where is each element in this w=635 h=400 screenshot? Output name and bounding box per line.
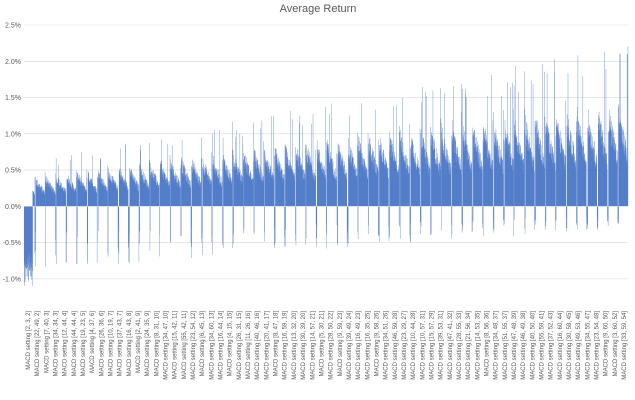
y-tick-label: -1.0% <box>3 276 21 283</box>
x-tick-label: MACD setting [40, 50, 40] <box>530 311 536 380</box>
x-tick-label: MACD setting [55, 42, 11] <box>182 311 188 380</box>
x-tick-label: MACD setting [8, 56, 36] <box>484 311 490 377</box>
x-tick-label: MACD setting [37, 43, 7] <box>118 311 124 377</box>
x-tick-label: MACD setting [44, 44, 4] <box>72 311 78 377</box>
x-tick-label: MACD setting [11, 26, 16] <box>246 311 252 380</box>
x-tick-label: MACD setting [28, 55, 33] <box>457 311 463 380</box>
x-tick-label: MACD setting [10, 44, 28] <box>411 311 417 380</box>
x-tick-label: MACD setting [47, 41, 32] <box>448 311 454 380</box>
x-tick-label: MACD setting [33, 59, 54] <box>622 311 628 380</box>
x-tick-label: MACD setting [4, 37, 6] <box>90 311 96 373</box>
chart-title: Average Return <box>280 3 357 15</box>
x-tick-label: MACD setting [13, 32, 20] <box>292 311 298 380</box>
x-tick-label: MACD setting [5, 30, 21] <box>319 311 325 377</box>
x-tick-label: MACD setting [8, 47, 18] <box>274 311 280 377</box>
x-tick-label: MACD setting [20, 41, 17] <box>264 311 270 380</box>
x-tick-label: MACD setting [55, 59, 41] <box>539 311 545 380</box>
x-tick-label: MACD setting [16, 44, 14] <box>219 311 225 380</box>
x-tick-label: MACD setting [49, 53, 46] <box>576 311 582 380</box>
x-tick-label: MACD setting [34, 47, 10] <box>164 311 170 380</box>
x-tick-label: MACD setting [37, 52, 43] <box>549 311 555 380</box>
x-tick-label: MACD setting [24, 35, 9] <box>145 311 151 377</box>
x-tick-label: MACD setting [14, 53, 35] <box>475 311 481 380</box>
x-tick-label: MACD setting [22, 49, 2] <box>35 311 41 377</box>
bars <box>24 46 629 287</box>
y-axis-tick-labels: -1.0% -0.5% 0.0% 0.5% 1.0% 1.5% 2.0% 2.5% <box>3 23 21 284</box>
y-tick-label: 2.5% <box>5 23 21 30</box>
y-tick-label: 1.0% <box>5 131 21 138</box>
x-tick-label: MACD setting [28, 50, 22] <box>329 311 335 380</box>
x-tick-label: MACD setting [51, 55, 37] <box>503 311 509 380</box>
x-tick-label: MACD setting [40, 46, 16] <box>255 311 261 380</box>
y-tick-label: 2.0% <box>5 59 21 66</box>
x-tick-label: MACD setting [2, 41, 9] <box>136 311 142 373</box>
x-tick-label: MACD setting [12, 44, 4] <box>63 311 69 377</box>
x-tick-label: MACD setting [10, 57, 31] <box>420 311 426 380</box>
y-tick-label: 0.5% <box>5 168 21 175</box>
x-tick-label: MACD setting [16, 60, 44] <box>558 311 564 380</box>
x-tick-label: MACD setting [9, 60, 50] <box>604 311 610 377</box>
x-tick-label: MACD setting [14, 57, 21] <box>310 311 316 380</box>
x-tick-label: MACD setting [46, 59, 28] <box>393 311 399 380</box>
x-tick-label: MACD setting [34, 34, 3] <box>54 311 60 377</box>
x-tick-label: MACD setting [26, 31, 15] <box>237 311 243 380</box>
x-tick-label: MACD setting [8, 31, 10] <box>154 311 160 377</box>
x-tick-label: MACD setting [30, 58, 45] <box>567 311 573 380</box>
x-axis-tick-labels: MACD setting [2, 3, 2] MACD setting [22, … <box>26 311 628 380</box>
x-tick-label: MACD setting [16, 49, 23] <box>356 311 362 380</box>
x-tick-label: MACD setting [34, 48, 37] <box>494 311 500 380</box>
x-tick-label: MACD setting [21, 56, 34] <box>466 311 472 380</box>
x-tick-label: MACD setting [10, 19, 7] <box>109 311 115 377</box>
y-tick-label: 1.5% <box>5 95 21 102</box>
x-tick-label: MACD setting [4, 15, 15] <box>228 311 234 377</box>
x-tick-label: MACD setting [34, 55, 47] <box>585 311 591 380</box>
x-tick-label: MACD setting [23, 29, 27] <box>402 311 408 380</box>
x-tick-label: MACD setting [39, 49, 24] <box>347 311 353 380</box>
x-tick-label: MACD setting [23, 54, 12] <box>191 311 197 380</box>
x-tick-label: MACD setting [23, 54, 48] <box>594 311 600 380</box>
x-tick-label: MACD setting [19, 23, 5] <box>81 311 87 377</box>
x-tick-label: MACD setting [9, 58, 26] <box>374 311 380 377</box>
x-tick-label: MACD setting [7, 40, 3] <box>44 311 50 373</box>
x-tick-label: MACD setting [16, 35, 25] <box>365 311 371 380</box>
x-tick-label: MACD setting [34, 51, 26] <box>384 311 390 380</box>
x-tick-label: MACD setting [39, 53, 31] <box>439 311 445 380</box>
x-tick-label: MACD setting [46, 49, 38] <box>521 311 527 380</box>
x-tick-label: MACD setting [2, 3, 2] <box>26 311 32 370</box>
x-tick-label: MACD setting [47, 48, 39] <box>512 311 518 380</box>
x-tick-label: MACD setting [30, 39, 20] <box>301 311 307 380</box>
x-tick-label: MACD setting [34, 60, 13] <box>209 311 215 380</box>
x-tick-label: MACD setting [15, 57, 29] <box>429 311 435 380</box>
y-tick-label: 0.0% <box>5 204 21 211</box>
y-tick-label: -0.5% <box>3 240 21 247</box>
x-tick-label: MACD setting [26, 36, 6] <box>99 311 105 377</box>
x-tick-label: MACD setting [6, 45, 13] <box>200 311 206 377</box>
x-tick-label: MACD setting [15, 42, 11] <box>173 311 179 380</box>
x-tick-label: MACD setting [3, 60, 52] <box>613 311 619 377</box>
x-tick-label: MACD setting [16, 59, 19] <box>283 311 289 380</box>
x-tick-label: MACD setting [16, 43, 8] <box>127 311 133 377</box>
x-tick-label: MACD setting [9, 59, 23] <box>338 311 344 377</box>
